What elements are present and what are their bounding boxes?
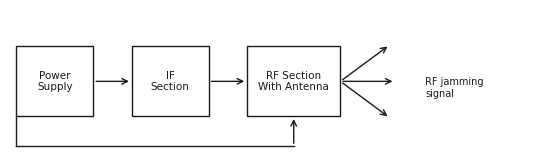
Text: IF
Section: IF Section — [151, 71, 189, 92]
Bar — [132, 46, 209, 116]
Text: Power
Supply: Power Supply — [37, 71, 72, 92]
Text: RF Section
With Antenna: RF Section With Antenna — [258, 71, 329, 92]
Text: RF jamming
signal: RF jamming signal — [425, 77, 484, 99]
Bar — [247, 46, 340, 116]
Bar — [16, 46, 93, 116]
